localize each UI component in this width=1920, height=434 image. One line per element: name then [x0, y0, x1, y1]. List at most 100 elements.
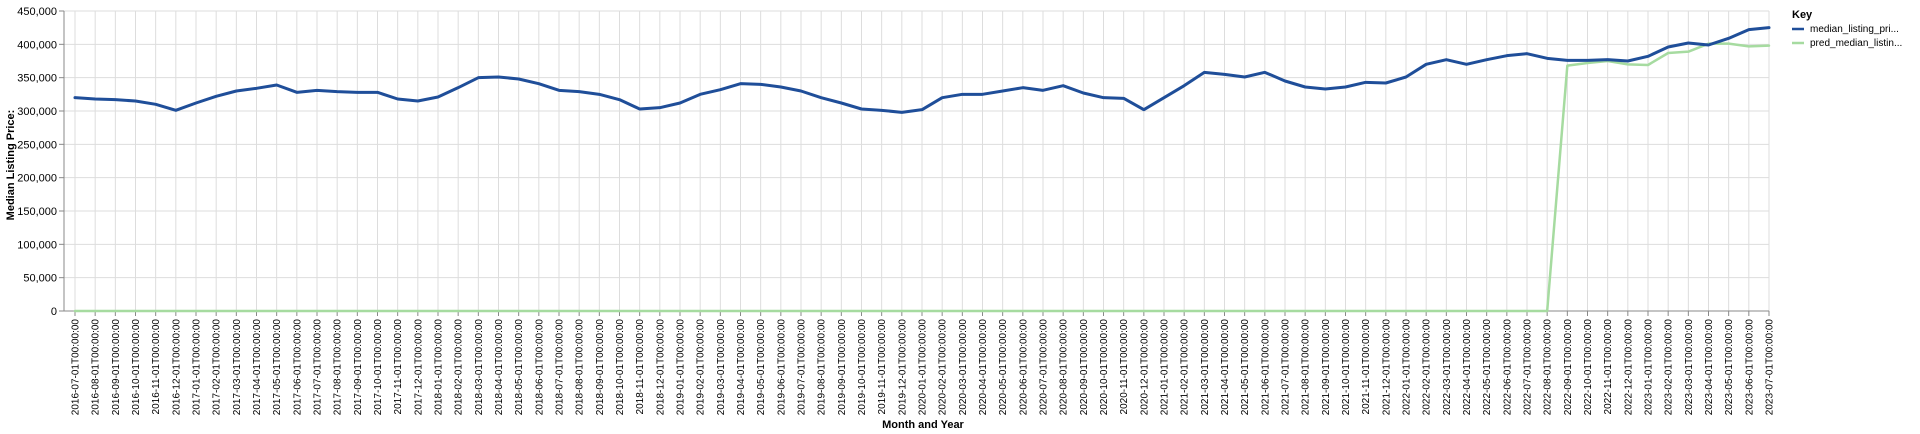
x-tick-label: 2018-06-01T00:00:00 — [534, 319, 545, 416]
y-tick-label: 400,000 — [17, 39, 57, 51]
y-tick-label: 100,000 — [17, 239, 57, 251]
x-tick-label: 2021-06-01T00:00:00 — [1260, 319, 1271, 416]
x-tick-label: 2016-08-01T00:00:00 — [91, 319, 102, 416]
x-axis-title: Month and Year — [882, 419, 964, 431]
x-tick-label: 2019-03-01T00:00:00 — [716, 319, 727, 416]
x-tick-label: 2020-05-01T00:00:00 — [998, 319, 1009, 416]
x-tick-label: 2017-08-01T00:00:00 — [333, 319, 344, 416]
x-tick-label: 2022-09-01T00:00:00 — [1563, 319, 1574, 416]
series-line-median-listing-price — [73, 26, 1771, 114]
x-tick-label: 2019-09-01T00:00:00 — [837, 319, 848, 416]
x-tick-label: 2019-12-01T00:00:00 — [897, 319, 908, 416]
x-tick-label: 2023-06-01T00:00:00 — [1744, 319, 1755, 416]
x-tick-label: 2022-03-01T00:00:00 — [1442, 319, 1453, 416]
x-tick-label: 2019-04-01T00:00:00 — [736, 319, 747, 416]
x-tick-label: 2018-04-01T00:00:00 — [494, 319, 505, 416]
x-tick-label: 2018-12-01T00:00:00 — [655, 319, 666, 416]
x-tick-label: 2020-09-01T00:00:00 — [1079, 319, 1090, 416]
x-tick-label: 2021-05-01T00:00:00 — [1240, 319, 1251, 416]
y-tick-label: 0 — [51, 306, 57, 318]
x-tick-label: 2017-06-01T00:00:00 — [292, 319, 303, 416]
x-tick-label: 2022-05-01T00:00:00 — [1482, 319, 1493, 416]
x-tick-label: 2019-07-01T00:00:00 — [797, 319, 808, 416]
x-tick-label: 2016-09-01T00:00:00 — [111, 319, 122, 416]
x-tick-label: 2020-01-01T00:00:00 — [918, 319, 929, 416]
x-tick-label: 2021-04-01T00:00:00 — [1220, 319, 1231, 416]
x-tick-label: 2018-11-01T00:00:00 — [635, 319, 646, 415]
x-tick-label: 2020-11-01T00:00:00 — [1119, 319, 1130, 415]
x-tick-label: 2016-11-01T00:00:00 — [151, 319, 162, 415]
x-tick-label: 2018-09-01T00:00:00 — [595, 319, 606, 416]
x-tick-label: 2018-10-01T00:00:00 — [615, 319, 626, 416]
x-tick-label: 2020-03-01T00:00:00 — [958, 319, 969, 416]
legend-title: Key — [1792, 9, 1813, 21]
x-tick-label: 2017-07-01T00:00:00 — [313, 319, 324, 416]
x-tick-label: 2022-02-01T00:00:00 — [1422, 319, 1433, 416]
series-line-pred-median-listing-price — [73, 42, 1771, 313]
x-tick-label: 2021-08-01T00:00:00 — [1301, 319, 1312, 416]
x-tick-label: 2017-05-01T00:00:00 — [272, 319, 283, 416]
x-tick-label: 2021-12-01T00:00:00 — [1381, 319, 1392, 416]
x-tick-label: 2023-01-01T00:00:00 — [1644, 319, 1655, 416]
y-tick-label: 300,000 — [17, 106, 57, 118]
grid — [64, 10, 1770, 312]
x-tick-label: 2023-05-01T00:00:00 — [1724, 319, 1735, 416]
x-tick-label: 2017-12-01T00:00:00 — [413, 319, 424, 416]
y-axis-title: Median Listing Price: — [5, 110, 17, 221]
legend-label: median_listing_pri... — [1810, 24, 1899, 35]
x-tick-label: 2018-02-01T00:00:00 — [454, 319, 465, 416]
x-tick-label: 2017-09-01T00:00:00 — [353, 319, 364, 416]
x-tick-label: 2022-12-01T00:00:00 — [1623, 319, 1634, 416]
x-tick-label: 2018-03-01T00:00:00 — [474, 319, 485, 416]
x-tick-label: 2022-08-01T00:00:00 — [1543, 319, 1554, 416]
x-tick-label: 2022-04-01T00:00:00 — [1462, 319, 1473, 416]
x-tick-label: 2017-10-01T00:00:00 — [373, 319, 384, 416]
x-tick-label: 2019-10-01T00:00:00 — [857, 319, 868, 416]
x-tick-label: 2020-08-01T00:00:00 — [1059, 319, 1070, 416]
legend: Key median_listing_pri... pred_median_lis… — [1792, 9, 1902, 49]
x-tick-label: 2022-07-01T00:00:00 — [1523, 319, 1534, 416]
x-tick-label: 2021-10-01T00:00:00 — [1341, 319, 1352, 416]
legend-label: pred_median_listin... — [1810, 38, 1902, 49]
x-tick-label: 2018-05-01T00:00:00 — [514, 319, 525, 416]
x-tick-label: 2019-08-01T00:00:00 — [817, 319, 828, 416]
x-tick-label: 2018-01-01T00:00:00 — [434, 319, 445, 416]
x-tick-label: 2022-01-01T00:00:00 — [1402, 319, 1413, 416]
x-tick-label: 2021-01-01T00:00:00 — [1160, 319, 1171, 416]
x-tick-label: 2020-12-01T00:00:00 — [1139, 319, 1150, 416]
x-tick-label: 2021-03-01T00:00:00 — [1200, 319, 1211, 416]
x-tick-label: 2017-03-01T00:00:00 — [232, 319, 243, 416]
x-tick-label: 2018-07-01T00:00:00 — [555, 319, 566, 416]
x-tick-label: 2020-04-01T00:00:00 — [978, 319, 989, 416]
x-tick-label: 2023-04-01T00:00:00 — [1704, 319, 1715, 416]
x-tick-label: 2018-08-01T00:00:00 — [575, 319, 586, 416]
y-tick-label: 350,000 — [17, 73, 57, 85]
x-tick-label: 2016-07-01T00:00:00 — [71, 319, 82, 416]
x-tick-label: 2017-04-01T00:00:00 — [252, 319, 263, 416]
x-tick-label: 2021-09-01T00:00:00 — [1321, 319, 1332, 416]
y-tick-label: 200,000 — [17, 173, 57, 185]
y-tick-label: 450,000 — [17, 6, 57, 18]
x-tick-label: 2023-07-01T00:00:00 — [1765, 319, 1776, 416]
x-tick-label: 2022-10-01T00:00:00 — [1583, 319, 1594, 416]
x-tick-label: 2020-07-01T00:00:00 — [1039, 319, 1050, 416]
x-tick-label: 2017-01-01T00:00:00 — [192, 319, 203, 416]
y-tick-label: 50,000 — [23, 273, 57, 285]
x-tick-label: 2020-02-01T00:00:00 — [938, 319, 949, 416]
x-tick-label: 2016-10-01T00:00:00 — [131, 319, 142, 416]
x-tick-label: 2019-11-01T00:00:00 — [877, 319, 888, 415]
x-tick-label: 2021-11-01T00:00:00 — [1361, 319, 1372, 415]
x-tick-label: 2022-06-01T00:00:00 — [1502, 319, 1513, 416]
x-tick-label: 2016-12-01T00:00:00 — [171, 319, 182, 416]
x-tick-label: 2019-06-01T00:00:00 — [776, 319, 787, 416]
x-tick-label: 2021-07-01T00:00:00 — [1281, 319, 1292, 416]
x-tick-label: 2019-01-01T00:00:00 — [676, 319, 687, 416]
x-tick-label: 2020-06-01T00:00:00 — [1018, 319, 1029, 416]
x-tick-label: 2017-11-01T00:00:00 — [393, 319, 404, 415]
y-tick-label: 150,000 — [17, 206, 57, 218]
x-tick-label: 2022-11-01T00:00:00 — [1603, 319, 1614, 415]
x-tick-label: 2023-03-01T00:00:00 — [1684, 319, 1695, 416]
x-tick-label: 2017-02-01T00:00:00 — [212, 319, 223, 416]
y-axis: 0 50,000 100,000 150,000 200,000 250,000 300,0… — [17, 6, 65, 318]
